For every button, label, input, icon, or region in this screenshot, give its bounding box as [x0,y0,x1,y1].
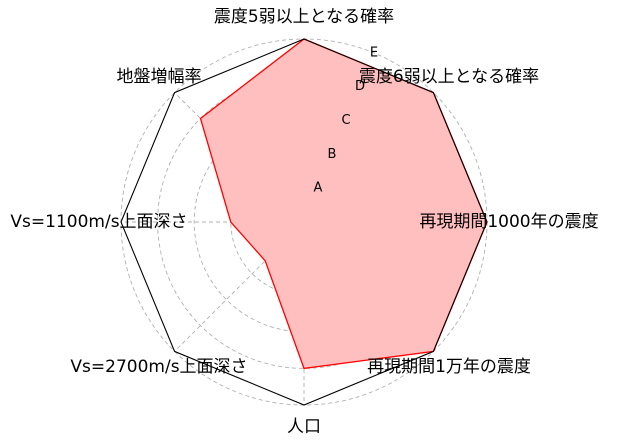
axis-label-2: 震度6弱以上となる確率 [359,67,539,87]
axis-label-4: 再現期間1万年の震度 [367,357,531,377]
ring-label-e: E [370,45,378,60]
ring-label-d: D [355,79,365,94]
axis-label-7: Vs=1100m/s上面深さ [10,212,187,232]
data-layer [199,38,488,370]
ring-label-a: A [314,181,323,196]
axis-label-8: 地盤増幅率 [117,67,202,87]
label-layer: A B C D E 震度5弱以上となる確率震度6弱以上となる確率再現期間1000年の震度再… [10,7,598,437]
outline-layer [120,38,488,406]
ring-label-b: B [328,147,337,162]
axis-label-6: Vs=2700m/s上面深さ [70,357,247,377]
axis-label-3: 再現期間1000年の震度 [419,212,598,232]
ring-label-c: C [341,113,350,128]
axis-label-1: 震度5弱以上となる確率 [214,7,394,27]
series-polygon-1 [199,38,488,370]
axis-label-5: 人口 [287,417,321,437]
outer-frame [120,38,488,406]
